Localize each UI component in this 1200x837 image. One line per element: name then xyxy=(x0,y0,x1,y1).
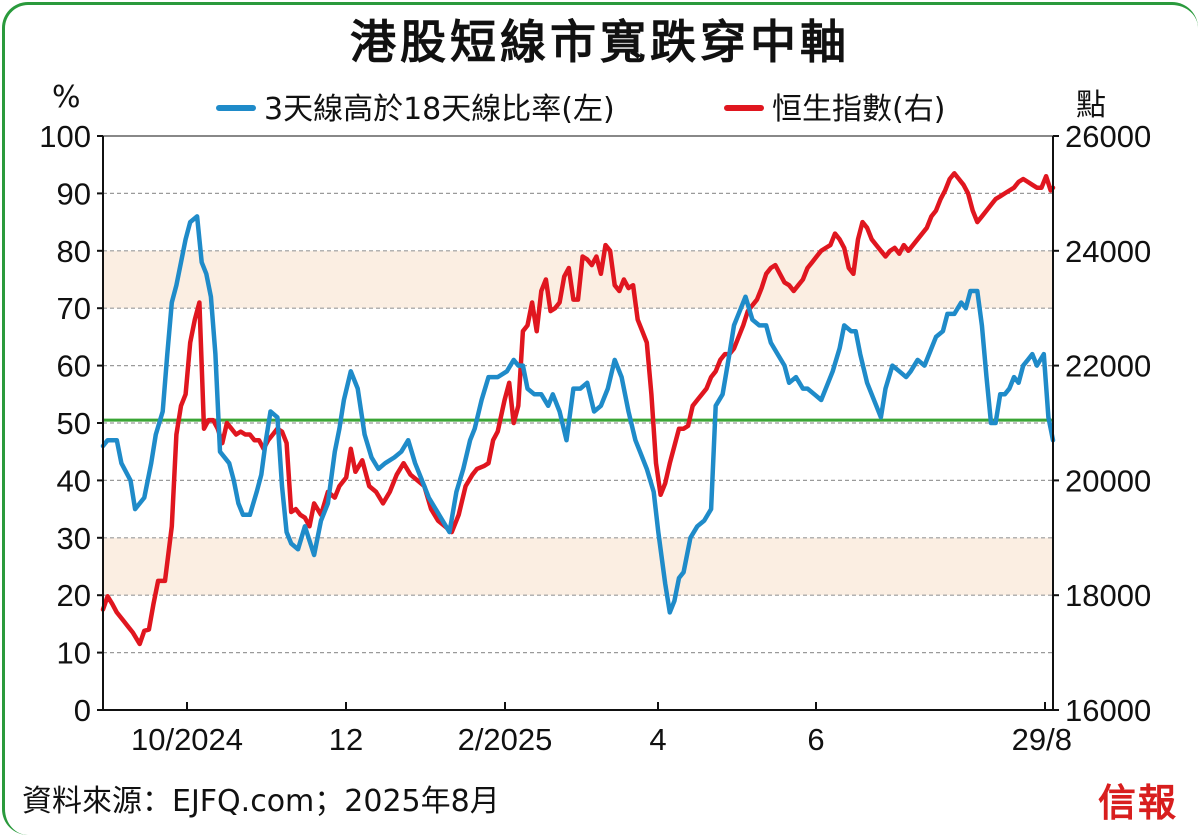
right-axis-unit: 點 xyxy=(1076,88,1106,123)
chart-title: 港股短線市寬跌穿中軸 xyxy=(350,15,850,69)
right-tick-label-18000: 18000 xyxy=(1065,578,1151,613)
left-tick-label-50: 50 xyxy=(57,406,91,441)
x-tick-label-4: 6 xyxy=(807,722,824,757)
brand-logo: 信報 xyxy=(1098,780,1179,825)
series-group xyxy=(100,171,1056,647)
right-tick-label-22000: 22000 xyxy=(1065,349,1151,384)
x-tick-label-5: 29/8 xyxy=(1012,722,1072,757)
legend-swatch-breadth xyxy=(216,104,256,111)
left-tick-label-20: 20 xyxy=(57,578,91,613)
left-tick-label-60: 60 xyxy=(57,349,91,384)
left-tick-label-30: 30 xyxy=(57,521,91,556)
legend-item-hsi: 恒生指數(右) xyxy=(724,84,945,128)
right-tick-label-20000: 20000 xyxy=(1065,463,1151,498)
left-tick-label-40: 40 xyxy=(57,463,91,498)
left-tick-label-90: 90 xyxy=(57,176,91,211)
x-tick-label-3: 4 xyxy=(649,722,666,757)
left-tick-label-0: 0 xyxy=(74,693,91,728)
right-tick-label-26000: 26000 xyxy=(1065,119,1151,154)
band-0 xyxy=(103,537,1053,596)
left-tick-label-70: 70 xyxy=(57,291,91,326)
legend-label-hsi: 恒生指數(右) xyxy=(772,92,946,127)
left-tick-label-10: 10 xyxy=(57,636,91,671)
right-tick-label-24000: 24000 xyxy=(1065,234,1151,269)
x-tick-label-1: 12 xyxy=(329,722,363,757)
source-note: 資料來源：EJFQ.com；2025年8月 xyxy=(22,784,500,819)
series-line-breadth xyxy=(100,214,1056,615)
right-tick-label-16000: 16000 xyxy=(1065,693,1151,728)
left-tick-label-100: 100 xyxy=(39,119,91,154)
legend-label-breadth: 3天線高於18天線比率(左) xyxy=(264,92,615,127)
x-tick-label-2: 2/2025 xyxy=(458,722,553,757)
left-axis-unit: % xyxy=(52,80,81,115)
legend-item-breadth: 3天線高於18天線比率(左) xyxy=(216,84,615,128)
x-tick-label-0: 10/2024 xyxy=(131,722,243,757)
tick-labels: 0 10 20 30 40 50 60 70 80 90 100 16000 18000 20000 220… xyxy=(39,119,1151,757)
legend-swatch-hsi xyxy=(724,104,764,111)
series-line-hsi xyxy=(100,171,1056,647)
left-tick-label-80: 80 xyxy=(57,234,91,269)
